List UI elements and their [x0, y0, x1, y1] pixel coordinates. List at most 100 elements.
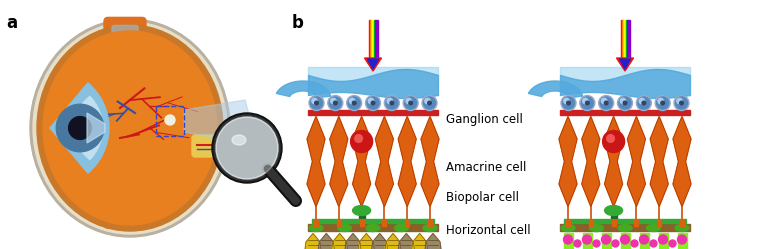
- Polygon shape: [184, 100, 258, 146]
- Circle shape: [346, 96, 362, 111]
- Bar: [308, 110, 438, 115]
- Bar: [336, 221, 341, 227]
- Bar: [589, 221, 593, 227]
- Ellipse shape: [309, 225, 323, 232]
- Circle shape: [567, 101, 571, 105]
- Bar: [621, 234, 630, 249]
- Ellipse shape: [366, 225, 380, 232]
- Circle shape: [165, 115, 175, 125]
- Circle shape: [607, 135, 614, 142]
- Circle shape: [371, 101, 375, 105]
- Polygon shape: [617, 58, 634, 71]
- Polygon shape: [364, 58, 381, 71]
- Circle shape: [564, 98, 569, 104]
- Circle shape: [621, 98, 626, 104]
- Circle shape: [406, 98, 411, 104]
- Circle shape: [598, 96, 614, 111]
- Circle shape: [655, 96, 670, 111]
- Polygon shape: [345, 234, 361, 249]
- Polygon shape: [367, 59, 379, 69]
- Circle shape: [330, 97, 341, 109]
- Circle shape: [669, 240, 676, 247]
- Polygon shape: [353, 117, 370, 206]
- Bar: [428, 221, 432, 227]
- Circle shape: [348, 97, 360, 109]
- Circle shape: [674, 96, 689, 111]
- Polygon shape: [398, 234, 415, 249]
- Circle shape: [574, 240, 581, 247]
- Circle shape: [678, 235, 687, 244]
- Ellipse shape: [43, 31, 217, 225]
- Polygon shape: [276, 81, 330, 98]
- Polygon shape: [582, 117, 600, 206]
- Polygon shape: [358, 234, 375, 249]
- Bar: [312, 220, 434, 224]
- Bar: [640, 234, 648, 249]
- Bar: [658, 234, 668, 249]
- Text: Ganglion cell: Ganglion cell: [446, 113, 523, 125]
- Bar: [375, 20, 377, 58]
- Circle shape: [619, 97, 631, 109]
- Polygon shape: [331, 234, 348, 249]
- Ellipse shape: [37, 25, 223, 231]
- Circle shape: [621, 235, 630, 244]
- Circle shape: [390, 101, 393, 105]
- Circle shape: [657, 97, 668, 109]
- Bar: [314, 221, 318, 227]
- Text: Biopolar cell: Biopolar cell: [446, 190, 519, 203]
- FancyBboxPatch shape: [112, 25, 138, 37]
- Circle shape: [368, 98, 373, 104]
- Circle shape: [640, 235, 648, 244]
- Polygon shape: [398, 117, 417, 206]
- Circle shape: [425, 98, 430, 104]
- Circle shape: [642, 101, 645, 105]
- Circle shape: [367, 97, 379, 109]
- Bar: [308, 225, 438, 232]
- Circle shape: [315, 101, 318, 105]
- Bar: [370, 20, 371, 58]
- Circle shape: [661, 101, 665, 105]
- Bar: [622, 20, 623, 58]
- Circle shape: [636, 96, 651, 111]
- FancyBboxPatch shape: [192, 135, 253, 157]
- Circle shape: [601, 235, 611, 244]
- Bar: [560, 225, 690, 232]
- Bar: [560, 110, 690, 115]
- Polygon shape: [604, 117, 623, 206]
- Circle shape: [216, 117, 278, 179]
- Polygon shape: [559, 117, 577, 206]
- Polygon shape: [673, 117, 691, 206]
- Circle shape: [680, 101, 683, 105]
- Circle shape: [583, 98, 588, 104]
- Circle shape: [353, 101, 356, 105]
- Bar: [373, 20, 375, 58]
- Circle shape: [603, 130, 624, 152]
- FancyBboxPatch shape: [104, 200, 146, 228]
- Bar: [383, 221, 387, 227]
- Bar: [621, 20, 622, 58]
- Polygon shape: [628, 117, 645, 206]
- Wedge shape: [57, 96, 102, 160]
- Ellipse shape: [590, 225, 604, 232]
- Bar: [611, 208, 617, 223]
- Bar: [680, 221, 684, 227]
- Polygon shape: [87, 113, 105, 143]
- Ellipse shape: [561, 225, 575, 232]
- Circle shape: [366, 96, 380, 111]
- Circle shape: [422, 96, 437, 111]
- Circle shape: [580, 96, 595, 111]
- Circle shape: [384, 96, 400, 111]
- Circle shape: [658, 98, 664, 104]
- Circle shape: [330, 98, 336, 104]
- Circle shape: [214, 115, 280, 181]
- FancyBboxPatch shape: [104, 17, 146, 45]
- Bar: [627, 20, 628, 58]
- Polygon shape: [305, 234, 321, 249]
- Circle shape: [604, 101, 608, 105]
- Bar: [359, 208, 365, 223]
- Circle shape: [355, 135, 363, 142]
- Polygon shape: [330, 117, 348, 206]
- Ellipse shape: [353, 205, 370, 215]
- Circle shape: [424, 97, 436, 109]
- Circle shape: [675, 97, 688, 109]
